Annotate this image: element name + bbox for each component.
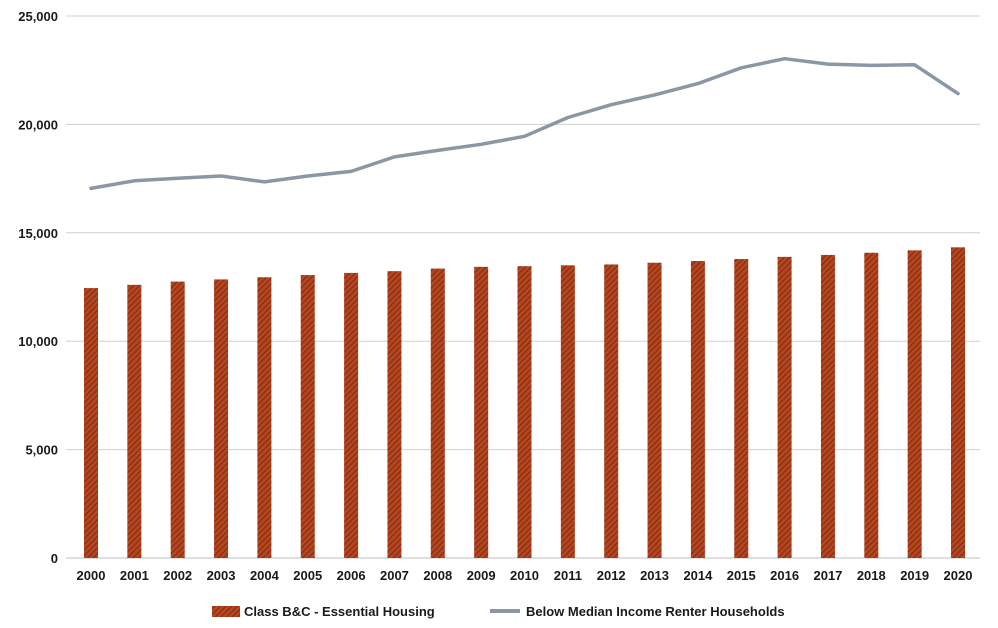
x-tick-label: 2001	[120, 568, 149, 583]
x-tick-label: 2019	[900, 568, 929, 583]
y-tick-label: 15,000	[18, 226, 58, 241]
x-tick-label: 2004	[250, 568, 280, 583]
bar-2006	[344, 272, 359, 558]
bar-2003	[214, 279, 229, 558]
x-tick-label: 2020	[944, 568, 973, 583]
x-tick-label: 2014	[683, 568, 713, 583]
bar-2017	[820, 254, 835, 558]
x-tick-label: 2007	[380, 568, 409, 583]
line-series	[89, 56, 960, 191]
bar-2016	[777, 256, 792, 558]
x-tick-label: 2010	[510, 568, 539, 583]
x-tick-label: 2005	[293, 568, 322, 583]
x-tick-label: 2003	[207, 568, 236, 583]
bar-2012	[604, 264, 619, 558]
x-tick-label: 2008	[423, 568, 452, 583]
line-below-median-income	[89, 56, 960, 191]
bar-2010	[517, 266, 532, 558]
bar-2009	[474, 266, 489, 558]
bar-2007	[387, 271, 402, 558]
x-tick-label: 2002	[163, 568, 192, 583]
bar-2018	[864, 252, 879, 558]
bar-2013	[647, 262, 662, 558]
bar-2015	[734, 259, 749, 558]
bar-2008	[430, 268, 445, 558]
bar-2001	[127, 284, 142, 558]
legend-swatch-bar	[212, 606, 240, 617]
x-tick-label: 2009	[467, 568, 496, 583]
bar-2000	[84, 288, 98, 558]
x-tick-label: 2017	[813, 568, 842, 583]
y-tick-label: 0	[51, 551, 58, 566]
bar-2005	[300, 275, 315, 558]
bar-2019	[907, 250, 922, 559]
bar-series	[84, 247, 965, 559]
x-tick-label: 2015	[727, 568, 756, 583]
bar-2002	[170, 281, 185, 558]
x-tick-label: 2016	[770, 568, 799, 583]
bar-2020	[951, 247, 965, 558]
x-tick-label: 2013	[640, 568, 669, 583]
y-tick-label: 20,000	[18, 117, 58, 132]
y-tick-label: 25,000	[18, 9, 58, 24]
y-axis: 0 5,000 10,000 15,000 20,000 25,000	[18, 9, 58, 566]
bar-2011	[560, 265, 575, 558]
legend-label-bar: Class B&C - Essential Housing	[244, 604, 435, 619]
y-tick-label: 5,000	[25, 443, 58, 458]
bar-2014	[690, 260, 705, 558]
x-tick-label: 2012	[597, 568, 626, 583]
legend: Class B&C - Essential Housing Below Medi…	[212, 604, 785, 619]
x-tick-label: 2006	[337, 568, 366, 583]
legend-label-line: Below Median Income Renter Households	[526, 604, 785, 619]
x-tick-label: 2000	[77, 568, 106, 583]
x-tick-label: 2018	[857, 568, 886, 583]
x-tick-label: 2011	[554, 568, 582, 583]
y-tick-label: 10,000	[18, 334, 58, 349]
x-axis: 2000 2001 2002 2003 2004 2005 2006 2007 2008 2009…	[77, 568, 973, 583]
bar-2004	[257, 277, 272, 558]
